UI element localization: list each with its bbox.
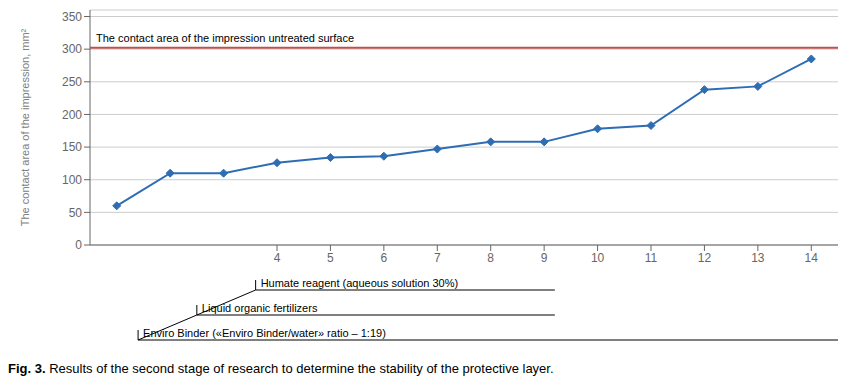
svg-text:11: 11 bbox=[645, 251, 658, 265]
svg-text:4: 4 bbox=[274, 251, 281, 265]
svg-text:200: 200 bbox=[62, 108, 82, 122]
svg-text:300: 300 bbox=[62, 42, 82, 56]
svg-text:6: 6 bbox=[381, 251, 388, 265]
svg-text:7: 7 bbox=[434, 251, 441, 265]
svg-text:Humate reagent (aqueous soluti: Humate reagent (aqueous solution 30%) bbox=[261, 277, 459, 289]
svg-text:Liquid organic fertilizers: Liquid organic fertilizers bbox=[202, 302, 318, 314]
svg-text:9: 9 bbox=[541, 251, 548, 265]
svg-text:8: 8 bbox=[487, 251, 494, 265]
svg-text:The contact area of the impres: The contact area of the impression, mm² bbox=[19, 28, 31, 226]
svg-text:50: 50 bbox=[69, 206, 83, 220]
svg-text:13: 13 bbox=[751, 251, 765, 265]
svg-text:350: 350 bbox=[62, 10, 82, 24]
svg-text:250: 250 bbox=[62, 75, 82, 89]
svg-text:Enviro Binder («Enviro Binder/: Enviro Binder («Enviro Binder/water» rat… bbox=[143, 327, 386, 339]
svg-text:The contact area of the impres: The contact area of the impression untre… bbox=[96, 32, 354, 44]
svg-text:12: 12 bbox=[698, 251, 712, 265]
svg-text:10: 10 bbox=[591, 251, 605, 265]
svg-text:5: 5 bbox=[327, 251, 334, 265]
svg-text:Fig. 3. Results of the second: Fig. 3. Results of the second stage of r… bbox=[8, 361, 554, 376]
svg-text:100: 100 bbox=[62, 173, 82, 187]
svg-text:150: 150 bbox=[62, 140, 82, 154]
svg-text:0: 0 bbox=[75, 238, 82, 252]
svg-text:14: 14 bbox=[805, 251, 819, 265]
